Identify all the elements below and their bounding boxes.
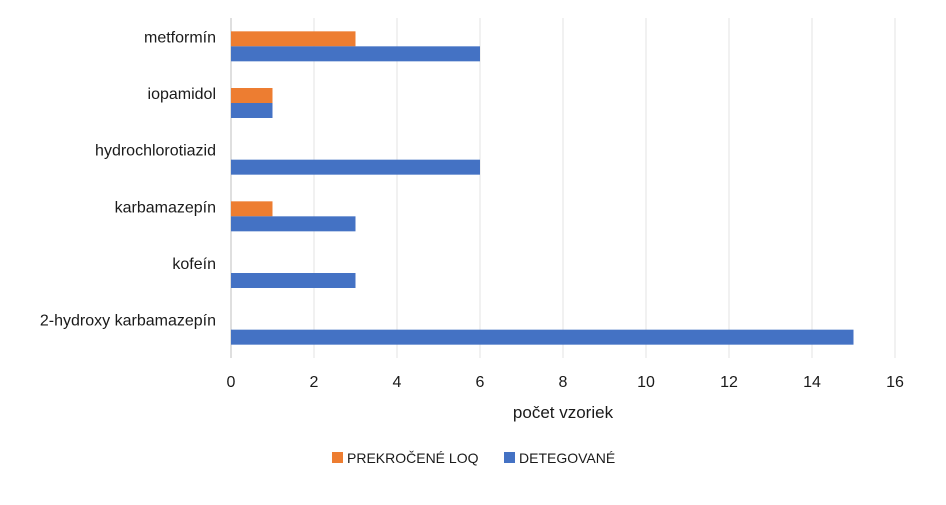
bar-prekrocene-loq — [231, 201, 273, 217]
legend: PREKROČENÉ LOQ DETEGOVANÉ — [332, 450, 615, 466]
bar-detegovane — [231, 273, 356, 288]
x-tick-label: 12 — [720, 374, 738, 391]
x-tick-label: 2 — [310, 374, 319, 391]
category-label: 2-hydroxy karbamazepín — [40, 313, 216, 330]
x-tick-label: 8 — [559, 374, 568, 391]
x-tick-label: 10 — [637, 374, 655, 391]
bar-prekrocene-loq — [231, 31, 356, 47]
category-label: iopamidol — [148, 86, 216, 103]
x-tick-label: 16 — [886, 374, 904, 391]
x-tick-label: 14 — [803, 374, 821, 391]
category-labels: metformín iopamidol hydrochlorotiazid karba… — [40, 29, 216, 329]
grid-layer — [230, 18, 896, 358]
x-tick-label: 4 — [393, 374, 402, 391]
category-label: hydrochlorotiazid — [95, 143, 216, 160]
bar-detegovane — [231, 329, 854, 345]
bar-detegovane — [231, 159, 480, 175]
bar-detegovane — [231, 46, 480, 62]
bar-prekrocene-loq — [231, 88, 273, 103]
bars-layer — [231, 31, 854, 345]
legend-swatch — [332, 452, 343, 463]
x-tick-label: 6 — [476, 374, 485, 391]
legend-swatch — [504, 452, 515, 463]
x-tick-labels: 0 2 4 6 8 10 12 14 16 — [227, 374, 904, 391]
x-tick-label: 0 — [227, 374, 236, 391]
category-label: metformín — [144, 29, 216, 46]
category-label: karbamazepín — [115, 199, 216, 216]
category-label: kofeín — [172, 256, 216, 273]
bar-detegovane — [231, 103, 273, 118]
legend-label: DETEGOVANÉ — [519, 450, 615, 466]
legend-label: PREKROČENÉ LOQ — [347, 450, 479, 466]
x-axis-title: počet vzoriek — [513, 403, 614, 422]
bar-detegovane — [231, 216, 356, 232]
